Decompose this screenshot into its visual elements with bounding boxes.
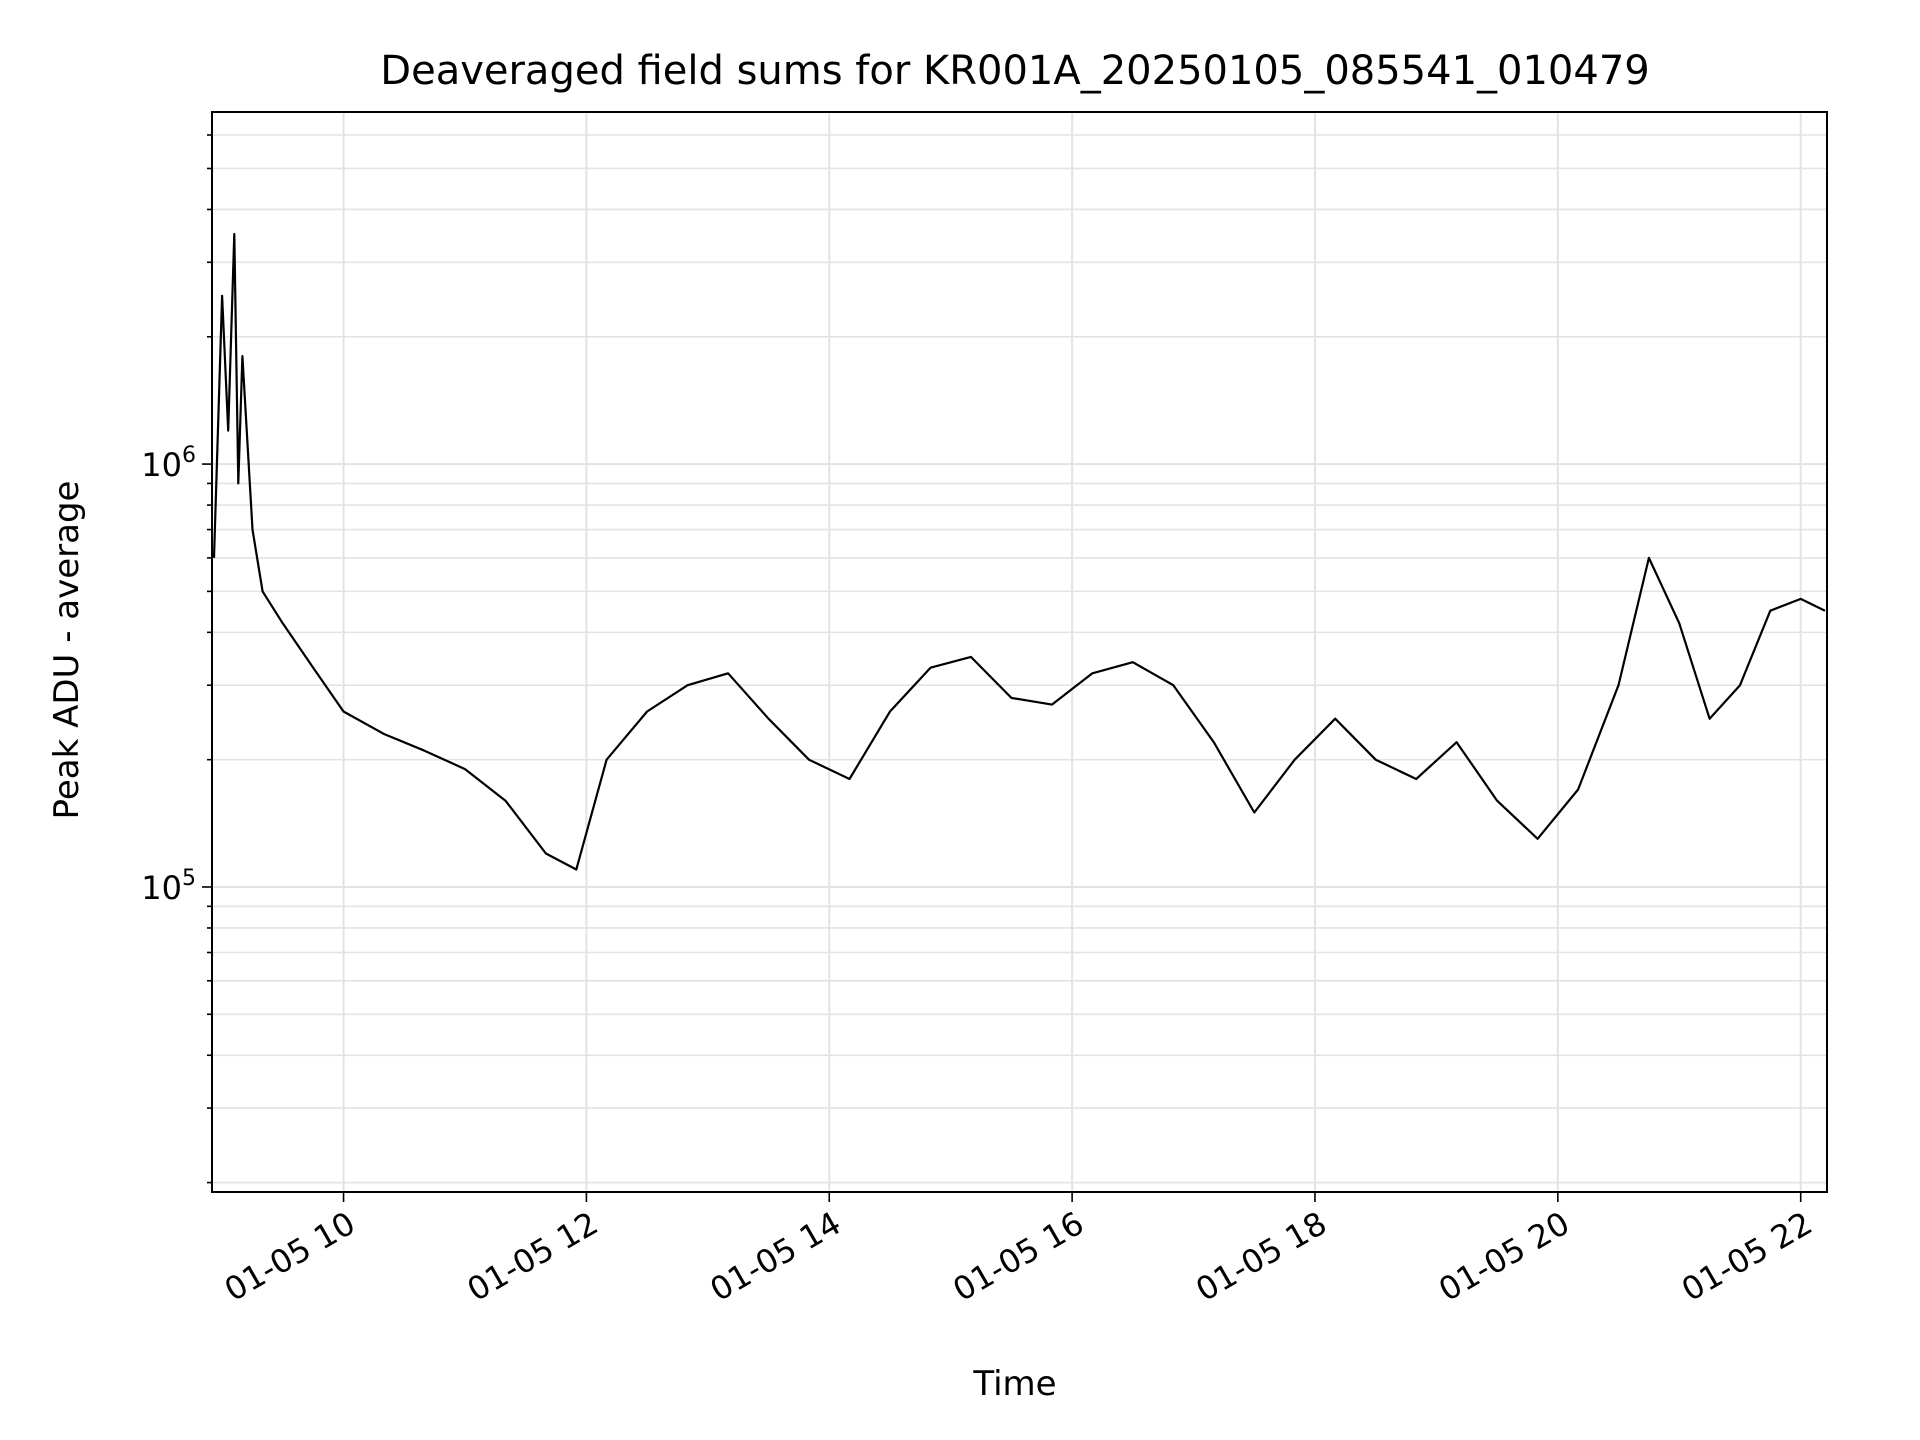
y-tick-label: 106 <box>141 443 196 484</box>
x-axis-label: Time <box>972 1364 1056 1404</box>
grid <box>212 112 1827 1192</box>
y-tick-label: 105 <box>141 866 196 907</box>
data-series <box>212 232 1826 871</box>
plot-frame <box>211 111 1828 1193</box>
chart-title: Deaveraged field sums for KR001A_2025010… <box>380 48 1649 94</box>
y-axis-label: Peak ADU - average <box>47 481 87 820</box>
series-line <box>212 232 1826 871</box>
